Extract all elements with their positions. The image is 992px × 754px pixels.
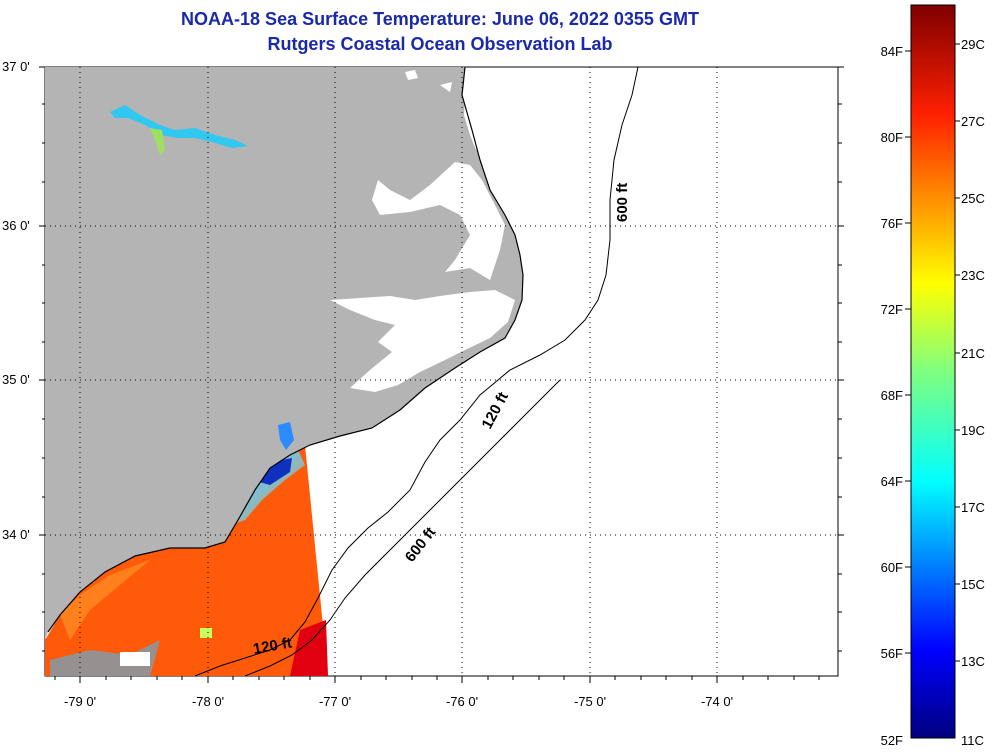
graticule [45,67,838,676]
lat-label: 34 0' [2,527,30,542]
lon-label: -74 0' [701,694,733,709]
contour-600ft [244,379,561,676]
colorbar-f-label: 80F [881,130,903,145]
colorbar-f-label: 64F [881,474,903,489]
lake-1 [405,70,418,80]
map-title: NOAA-18 Sea Surface Temperature: June 06… [181,9,699,29]
colorbar-f-label: 68F [881,388,903,403]
lat-label: 37 0' [2,59,30,74]
contour-label: 600 ft [614,183,631,222]
colorbar-f-label: 76F [881,216,903,231]
pamlico-sound [330,290,515,392]
lon-label: -79 0' [64,694,96,709]
sst-warm-band [60,560,150,640]
lon-label: -75 0' [574,694,606,709]
map-subtitle: Rutgers Coastal Ocean Observation Lab [267,34,613,54]
colorbar [910,4,956,739]
colorbar-f-label: 72F [881,302,903,317]
colorbar-f-label: 84F [881,44,903,59]
colorbar-c-label: 29C [961,37,985,52]
albemarle-sound [372,162,505,280]
lake-2 [440,82,452,92]
colorbar-c-label: 21C [961,346,985,361]
colorbar-c-label: 15C [961,577,985,592]
cloud-mask [120,652,150,666]
colorbar-f-label: 56F [881,646,903,661]
contour-label: 120 ft [252,634,294,658]
sst-hot-edge [290,620,328,676]
colorbar-c-label: 27C [961,114,985,129]
colorbar-c-label: 19C [961,423,985,438]
lat-label: 35 0' [2,372,30,387]
lon-label: -77 0' [319,694,351,709]
inland-lake-sst [110,105,248,148]
contour-120ft [194,67,639,676]
colorbar-ticks [905,43,960,662]
colorbar-f-label: 60F [881,560,903,575]
inland-lake-sst-2 [150,128,165,155]
colorbar-c-label: 11C [961,733,984,748]
lat-label: 36 0' [2,218,30,233]
colorbar-c-label: 13C [961,654,985,669]
lon-label: -76 0' [446,694,478,709]
sst-mottled [50,640,160,676]
colorbar-c-label: 23C [961,268,985,283]
sst-green-patch [200,628,212,638]
colorbar-c-label: 17C [961,500,985,515]
lat-ticks [39,66,844,652]
colorbar-c-label: 25C [961,191,985,206]
colorbar-f-label: 52F [881,733,903,748]
inland-lake-sst-3 [278,422,294,450]
coastline [47,67,524,633]
lon-label: -78 0' [192,694,224,709]
bay-river [464,95,482,150]
lon-ticks [54,676,820,683]
